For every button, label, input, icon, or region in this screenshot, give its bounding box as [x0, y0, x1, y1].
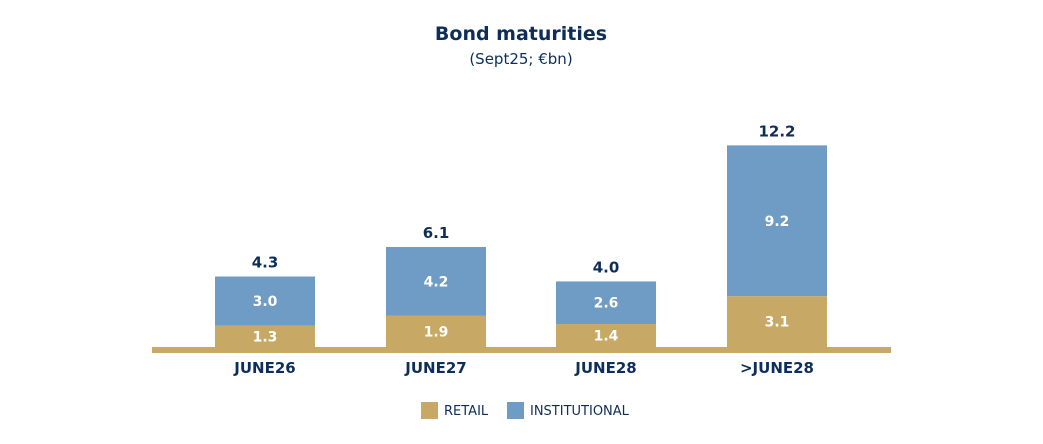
category-label-3: JUNE28 — [574, 359, 636, 377]
legend-label-institutional: INSTITUTIONAL — [530, 404, 630, 419]
bar-retail-1 — [215, 325, 315, 347]
value-label-retail-4: 3.1 — [765, 315, 790, 331]
value-label-institutional-1: 3.0 — [253, 294, 278, 310]
chart-baseline — [152, 347, 891, 353]
total-label-1: 4.3 — [252, 254, 279, 272]
value-label-institutional-4: 9.2 — [765, 214, 790, 230]
value-label-institutional-3: 2.6 — [594, 296, 619, 312]
total-label-2: 6.1 — [423, 224, 450, 242]
legend-label-retail: RETAIL — [444, 404, 489, 419]
bar-retail-3 — [556, 324, 656, 347]
category-label-4: >JUNE28 — [740, 359, 814, 377]
value-label-retail-2: 1.9 — [424, 324, 449, 340]
category-label-1: JUNE26 — [233, 359, 295, 377]
legend-swatch-institutional — [507, 402, 524, 419]
chart-title: Bond maturities — [435, 23, 607, 45]
bar-institutional-1 — [215, 276, 315, 326]
total-label-3: 4.0 — [593, 258, 620, 276]
value-label-retail-3: 1.4 — [594, 329, 619, 345]
legend: RETAIL INSTITUTIONAL — [421, 402, 630, 419]
legend-swatch-retail — [421, 402, 438, 419]
bar-institutional-3 — [556, 281, 656, 325]
bar-retail-2 — [386, 315, 486, 347]
bar-retail-4 — [727, 296, 827, 347]
bar-institutional-4 — [727, 145, 827, 297]
chart-subtitle: (Sept25; €bn) — [469, 50, 572, 68]
value-label-retail-1: 1.3 — [253, 329, 278, 345]
bars-group: 1.3 3.0 4.3 1.9 4.2 6.1 1.4 2.6 4.0 3.1 9.2 12.2 — [215, 122, 827, 347]
total-label-4: 12.2 — [758, 122, 795, 140]
category-labels: JUNE26 JUNE27 JUNE28 >JUNE28 — [233, 359, 814, 377]
bar-institutional-2 — [386, 247, 486, 316]
category-label-2: JUNE27 — [404, 359, 466, 377]
value-label-institutional-2: 4.2 — [424, 274, 449, 290]
